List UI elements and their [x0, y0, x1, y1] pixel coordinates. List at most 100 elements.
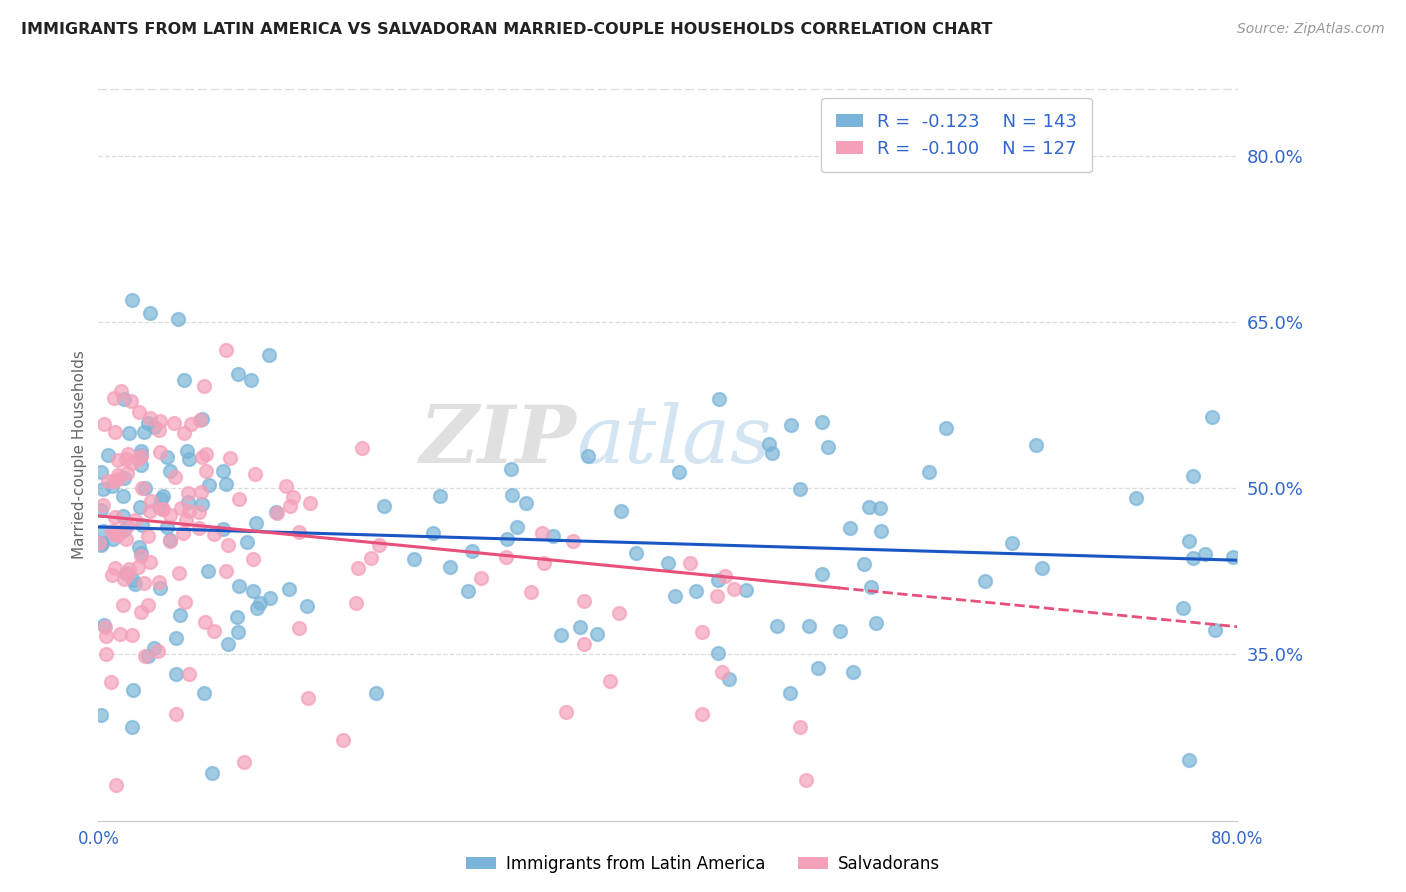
- Point: [191, 412, 214, 426]
- Point: [176, 444, 198, 458]
- Point: [112, 470, 135, 484]
- Point: [457, 584, 479, 599]
- Point: [188, 521, 211, 535]
- Point: [853, 557, 876, 571]
- Point: [148, 414, 170, 428]
- Point: [215, 477, 238, 491]
- Point: [1025, 438, 1047, 452]
- Point: [657, 556, 679, 570]
- Point: [276, 479, 298, 493]
- Point: [1178, 753, 1201, 767]
- Point: [118, 562, 141, 576]
- Point: [668, 465, 690, 479]
- Point: [120, 394, 142, 409]
- Point: [266, 506, 288, 520]
- Point: [129, 449, 152, 463]
- Point: [149, 444, 172, 458]
- Point: [461, 543, 484, 558]
- Point: [332, 732, 354, 747]
- Point: [165, 632, 187, 646]
- Point: [499, 462, 522, 476]
- Point: [1001, 536, 1024, 550]
- Point: [104, 509, 127, 524]
- Point: [869, 501, 891, 516]
- Point: [664, 589, 686, 603]
- Point: [470, 571, 492, 585]
- Point: [789, 720, 811, 734]
- Point: [139, 411, 162, 425]
- Point: [586, 627, 609, 641]
- Point: [134, 481, 156, 495]
- Point: [141, 494, 163, 508]
- Point: [131, 518, 153, 533]
- Point: [243, 467, 266, 481]
- Text: Source: ZipAtlas.com: Source: ZipAtlas.com: [1237, 22, 1385, 37]
- Point: [104, 524, 127, 539]
- Point: [163, 470, 186, 484]
- Point: [1222, 549, 1244, 564]
- Point: [115, 518, 138, 533]
- Point: [103, 527, 125, 541]
- Point: [131, 448, 153, 462]
- Point: [112, 392, 135, 406]
- Point: [129, 500, 152, 515]
- Point: [173, 373, 195, 387]
- Point: [706, 589, 728, 603]
- Point: [572, 594, 595, 608]
- Point: [202, 624, 225, 639]
- Point: [152, 501, 174, 516]
- Point: [1178, 533, 1201, 548]
- Point: [93, 524, 115, 539]
- Point: [129, 546, 152, 560]
- Point: [506, 519, 529, 533]
- Point: [165, 666, 187, 681]
- Text: IMMIGRANTS FROM LATIN AMERICA VS SALVADORAN MARRIED-COUPLE HOUSEHOLDS CORRELATIO: IMMIGRANTS FROM LATIN AMERICA VS SALVADO…: [21, 22, 993, 37]
- Point: [101, 568, 124, 582]
- Point: [828, 624, 851, 638]
- Point: [711, 665, 734, 679]
- Point: [127, 451, 149, 466]
- Point: [136, 529, 159, 543]
- Point: [706, 646, 728, 660]
- Point: [124, 513, 146, 527]
- Point: [281, 490, 304, 504]
- Point: [344, 596, 367, 610]
- Point: [810, 566, 832, 581]
- Point: [190, 484, 212, 499]
- Point: [242, 584, 264, 599]
- Point: [132, 425, 155, 439]
- Point: [360, 550, 382, 565]
- Point: [218, 450, 240, 465]
- Point: [87, 536, 110, 550]
- Text: atlas: atlas: [576, 401, 772, 479]
- Point: [574, 637, 596, 651]
- Point: [97, 474, 120, 488]
- Point: [226, 367, 249, 381]
- Point: [94, 629, 117, 643]
- Point: [129, 549, 152, 563]
- Point: [758, 437, 780, 451]
- Point: [150, 501, 173, 516]
- Point: [162, 416, 184, 430]
- Point: [115, 466, 138, 480]
- Point: [679, 556, 702, 570]
- Point: [159, 533, 181, 547]
- Point: [789, 482, 811, 496]
- Point: [108, 627, 131, 641]
- Point: [1182, 469, 1205, 483]
- Point: [918, 466, 941, 480]
- Point: [346, 560, 368, 574]
- Point: [121, 720, 143, 734]
- Point: [543, 529, 565, 543]
- Point: [90, 503, 112, 517]
- Point: [280, 499, 302, 513]
- Point: [352, 441, 374, 455]
- Point: [714, 568, 737, 582]
- Point: [136, 648, 159, 663]
- Point: [257, 348, 280, 362]
- Point: [718, 672, 741, 686]
- Point: [143, 641, 166, 656]
- Point: [177, 503, 200, 517]
- Point: [197, 478, 219, 492]
- Point: [520, 585, 543, 599]
